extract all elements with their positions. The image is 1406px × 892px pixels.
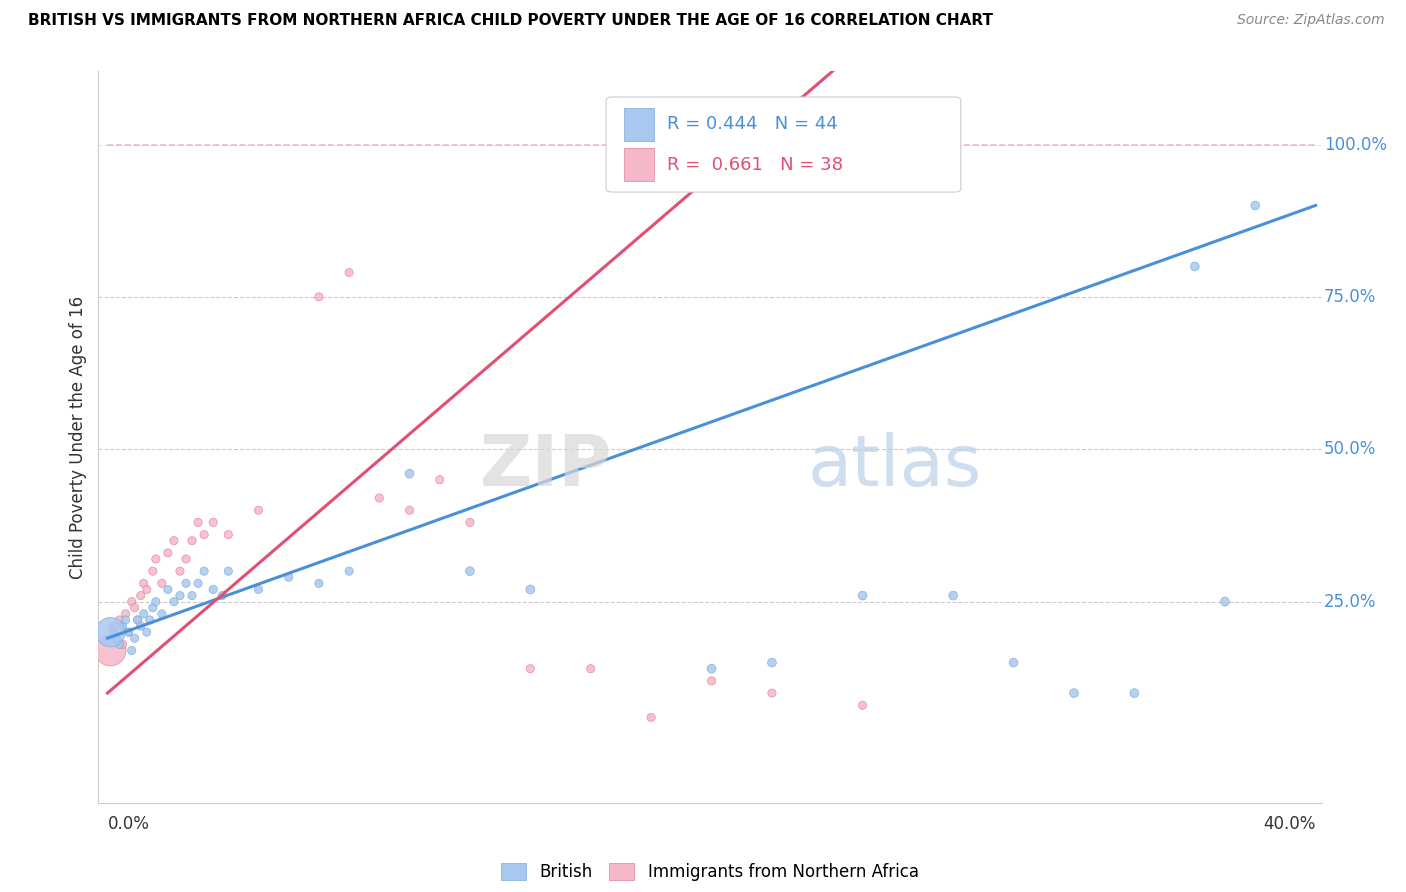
Point	[105, 632, 128, 646]
Point	[127, 613, 149, 627]
Point	[108, 613, 131, 627]
Point	[129, 619, 152, 633]
Point	[247, 503, 270, 517]
Point	[308, 290, 330, 304]
Point	[761, 656, 783, 670]
Point	[429, 473, 451, 487]
Point	[150, 607, 173, 621]
Point	[458, 564, 481, 578]
Bar	[624, 108, 654, 141]
FancyBboxPatch shape	[606, 97, 960, 192]
Text: 40.0%: 40.0%	[1263, 815, 1316, 833]
Point	[163, 594, 186, 608]
Point	[851, 589, 873, 603]
Text: 0.0%: 0.0%	[107, 815, 149, 833]
Point	[135, 582, 157, 597]
Text: Source: ZipAtlas.com: Source: ZipAtlas.com	[1237, 13, 1385, 28]
Point	[111, 619, 134, 633]
Point	[308, 576, 330, 591]
Text: atlas: atlas	[808, 432, 983, 500]
Point	[202, 516, 225, 530]
Point	[247, 582, 270, 597]
Point	[193, 564, 215, 578]
Point	[142, 564, 165, 578]
Point	[579, 662, 602, 676]
Point	[1123, 686, 1146, 700]
Point	[700, 673, 723, 688]
Point	[139, 613, 162, 627]
Point	[398, 467, 420, 481]
Point	[156, 582, 179, 597]
Point	[127, 613, 149, 627]
Point	[640, 710, 662, 724]
Point	[111, 637, 134, 651]
Point	[169, 564, 191, 578]
Point	[145, 594, 167, 608]
Point	[145, 552, 167, 566]
Point	[1184, 260, 1206, 274]
Text: 75.0%: 75.0%	[1324, 288, 1376, 306]
Point	[1063, 686, 1085, 700]
Point	[398, 503, 420, 517]
Point	[1213, 594, 1236, 608]
Point	[181, 533, 204, 548]
Point	[851, 698, 873, 713]
Point	[217, 527, 239, 541]
Point	[368, 491, 391, 505]
Point	[337, 564, 360, 578]
Point	[150, 576, 173, 591]
Point	[132, 576, 155, 591]
Point	[187, 516, 209, 530]
Point	[121, 643, 143, 657]
Bar	[624, 148, 654, 181]
Point	[103, 625, 125, 640]
Point	[105, 632, 128, 646]
Point	[117, 625, 139, 640]
Point	[117, 625, 139, 640]
Point	[202, 582, 225, 597]
Point	[277, 570, 299, 584]
Point	[458, 516, 481, 530]
Point	[132, 607, 155, 621]
Point	[129, 589, 152, 603]
Text: 25.0%: 25.0%	[1324, 592, 1376, 611]
Text: R =  0.661   N = 38: R = 0.661 N = 38	[666, 155, 842, 174]
Point	[169, 589, 191, 603]
Point	[124, 600, 146, 615]
Point	[1002, 656, 1025, 670]
Point	[217, 564, 239, 578]
Text: ZIP: ZIP	[479, 432, 612, 500]
Point	[181, 589, 204, 603]
Point	[135, 625, 157, 640]
Point	[761, 686, 783, 700]
Point	[156, 546, 179, 560]
Point	[519, 662, 541, 676]
Point	[519, 582, 541, 597]
Point	[174, 576, 197, 591]
Point	[163, 533, 186, 548]
Point	[142, 600, 165, 615]
Point	[100, 643, 122, 657]
Legend: British, Immigrants from Northern Africa: British, Immigrants from Northern Africa	[494, 855, 927, 889]
Point	[174, 552, 197, 566]
Point	[193, 527, 215, 541]
Text: R = 0.444   N = 44: R = 0.444 N = 44	[666, 115, 838, 134]
Text: 100.0%: 100.0%	[1324, 136, 1388, 153]
Point	[211, 589, 233, 603]
Y-axis label: Child Poverty Under the Age of 16: Child Poverty Under the Age of 16	[69, 295, 87, 579]
Point	[114, 607, 136, 621]
Text: BRITISH VS IMMIGRANTS FROM NORTHERN AFRICA CHILD POVERTY UNDER THE AGE OF 16 COR: BRITISH VS IMMIGRANTS FROM NORTHERN AFRI…	[28, 13, 993, 29]
Point	[942, 589, 965, 603]
Point	[108, 637, 131, 651]
Point	[100, 625, 122, 640]
Point	[114, 613, 136, 627]
Point	[1244, 198, 1267, 212]
Point	[337, 266, 360, 280]
Point	[700, 662, 723, 676]
Point	[121, 594, 143, 608]
Text: 50.0%: 50.0%	[1324, 441, 1376, 458]
Point	[187, 576, 209, 591]
Point	[103, 619, 125, 633]
Point	[124, 632, 146, 646]
